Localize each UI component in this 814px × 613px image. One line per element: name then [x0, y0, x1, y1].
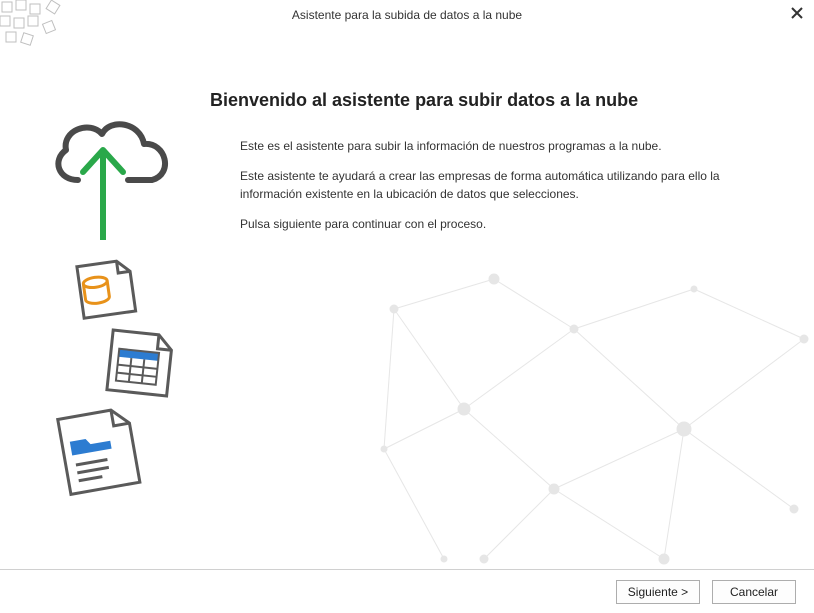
content-area: Bienvenido al asistente para subir datos… [0, 90, 814, 569]
page-heading: Bienvenido al asistente para subir datos… [210, 90, 774, 111]
close-icon [790, 6, 804, 20]
intro-paragraph-2: Este asistente te ayudará a crear las em… [210, 167, 774, 203]
footer-bar: Siguiente > Cancelar [0, 569, 814, 613]
intro-paragraph-3: Pulsa siguiente para continuar con el pr… [210, 215, 774, 233]
titlebar: Asistente para la subida de datos a la n… [0, 0, 814, 28]
next-button[interactable]: Siguiente > [616, 580, 700, 604]
text-column: Bienvenido al asistente para subir datos… [210, 90, 814, 569]
window-title: Asistente para la subida de datos a la n… [292, 8, 522, 22]
cancel-button[interactable]: Cancelar [712, 580, 796, 604]
cloud-upload-icon [40, 100, 180, 240]
close-button[interactable] [788, 4, 806, 22]
intro-paragraph-1: Este es el asistente para subir la infor… [210, 137, 774, 155]
illustration-column [0, 90, 210, 569]
documents-icon-cluster [40, 257, 210, 517]
